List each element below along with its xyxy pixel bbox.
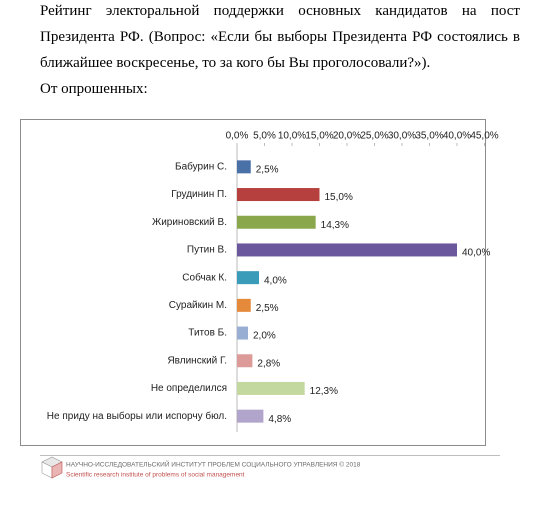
y-tick-label: Жириновский В. <box>152 217 227 228</box>
value-label: 12,3% <box>310 386 338 397</box>
x-tick-label: 0,0% <box>226 131 249 142</box>
bar <box>237 381 305 395</box>
bar <box>237 188 320 202</box>
x-tick-label: 25,0% <box>360 131 388 142</box>
bar <box>237 409 264 423</box>
chart-frame <box>20 119 486 446</box>
y-tick-label: Не приду на выборы или испорчу бюл. <box>47 410 227 422</box>
y-tick-label: Собчак К. <box>182 271 227 283</box>
y-tick-label: Путин В. <box>187 245 227 256</box>
value-label: 40,0% <box>462 248 490 259</box>
value-label: 4,0% <box>264 275 287 286</box>
y-tick-label: Титов Б. <box>188 328 227 339</box>
x-tick-label: 30,0% <box>388 131 416 142</box>
value-label: 2,5% <box>256 303 279 314</box>
y-tick-label: Явлинский Г. <box>167 355 227 366</box>
bar <box>237 215 316 229</box>
bar <box>237 243 457 257</box>
x-tick-label: 35,0% <box>415 131 443 142</box>
bar <box>237 326 248 340</box>
y-tick-label: Грудинин П. <box>171 189 227 200</box>
chart-title: Рейтинг электоральной поддержки основных… <box>40 3 520 71</box>
value-label: 2,5% <box>256 164 279 175</box>
x-tick-label: 40,0% <box>443 131 471 142</box>
x-tick-label: 10,0% <box>278 131 306 142</box>
footer-title: НАУЧНО-ИССЛЕДОВАТЕЛЬСКИЙ ИНСТИТУТ ПРОБЛЕ… <box>66 460 361 469</box>
value-label: 2,8% <box>257 358 280 369</box>
x-tick-label: 15,0% <box>305 131 333 142</box>
x-tick-label: 45,0% <box>470 131 498 142</box>
logo <box>41 456 63 479</box>
bar <box>237 354 253 368</box>
value-label: 2,0% <box>253 331 276 342</box>
bar <box>237 271 259 285</box>
value-label: 15,0% <box>325 192 353 203</box>
footer-subtitle: Scientific research institute of problem… <box>66 472 245 479</box>
value-label: 4,8% <box>268 414 291 425</box>
bar <box>237 298 251 312</box>
x-tick-label: 5,0% <box>253 131 276 142</box>
x-tick-label: 20,0% <box>333 131 361 142</box>
value-label: 14,3% <box>321 220 349 231</box>
chart-subtitle: От опрошенных: <box>40 81 148 97</box>
y-tick-label: Сурайкин М. <box>169 300 227 311</box>
y-tick-label: Не определился <box>151 383 227 394</box>
y-tick-label: Бабурин С. <box>175 160 227 172</box>
bar <box>237 160 251 174</box>
